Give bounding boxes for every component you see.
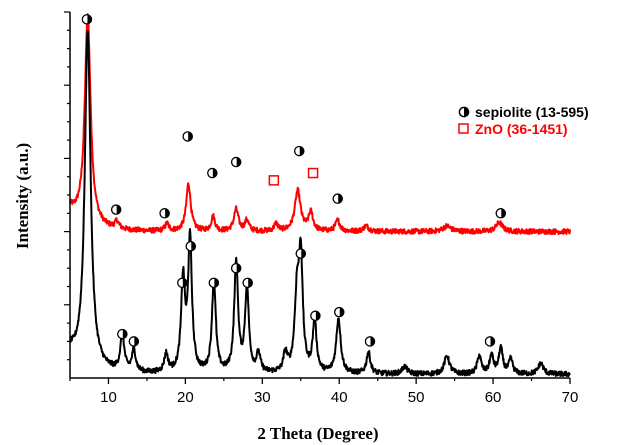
sepiolite-peak-marker [484, 336, 496, 347]
x-tick-label: 50 [408, 389, 425, 406]
sepiolite-peak-marker [364, 336, 376, 347]
sepiolite-peak-marker [295, 248, 307, 259]
y-axis-title: Intensity (a.u.) [13, 143, 32, 249]
legend-sepiolite-marker-fill [464, 107, 469, 117]
peak-markers [81, 14, 507, 347]
sepiolite-peak-marker [207, 167, 218, 179]
sepiolite-peak-marker [230, 262, 242, 274]
sepiolite-peak-marker [230, 156, 242, 168]
zno-peak-marker [307, 167, 319, 179]
sepiolite-peak-marker [332, 193, 343, 204]
x-tick-label: 20 [177, 389, 194, 406]
sepiolite-peak-marker [293, 145, 305, 157]
sepiolite-peak-marker [182, 131, 193, 142]
x-axis-title: 2 Theta (Degree) [257, 424, 378, 443]
x-tick-label: 30 [254, 389, 271, 406]
sepiolite-peak-marker [159, 208, 170, 219]
legend-item-sepiolite: sepiolite (13-595) [458, 104, 589, 120]
series-line-1 [69, 30, 571, 378]
sepiolite-peak-marker [81, 14, 93, 25]
sepiolite-peak-marker [117, 328, 128, 340]
sepiolite-peak-marker [242, 277, 253, 289]
sepiolite-peak-marker [333, 306, 345, 318]
axes: 10 20 30 40 50 60 70 [64, 11, 579, 406]
sepiolite-peak-marker [185, 240, 197, 252]
x-tick-label: 10 [100, 389, 117, 406]
x-tick-label: 40 [331, 389, 348, 406]
x-tick-label: 70 [562, 389, 579, 406]
series-line-0 [69, 13, 571, 235]
legend-zno-marker [458, 123, 469, 134]
sepiolite-peak-marker [208, 277, 220, 289]
legend-item-zno: ZnO (36-1451) [458, 121, 568, 137]
sepiolite-peak-marker [177, 277, 188, 289]
legend-label-zno: ZnO (36-1451) [475, 121, 568, 137]
sepiolite-peak-marker [495, 208, 507, 219]
sepiolite-peak-marker [310, 310, 321, 322]
sepiolite-peak-marker [110, 204, 122, 215]
sepiolite-peak-marker [128, 336, 140, 347]
legend-label-sepiolite: sepiolite (13-595) [475, 104, 589, 120]
x-tick-label: 60 [485, 389, 502, 406]
legend: sepiolite (13-595) ZnO (36-1451) [458, 104, 589, 137]
zno-peak-marker [268, 175, 280, 186]
series-layer [69, 13, 571, 378]
